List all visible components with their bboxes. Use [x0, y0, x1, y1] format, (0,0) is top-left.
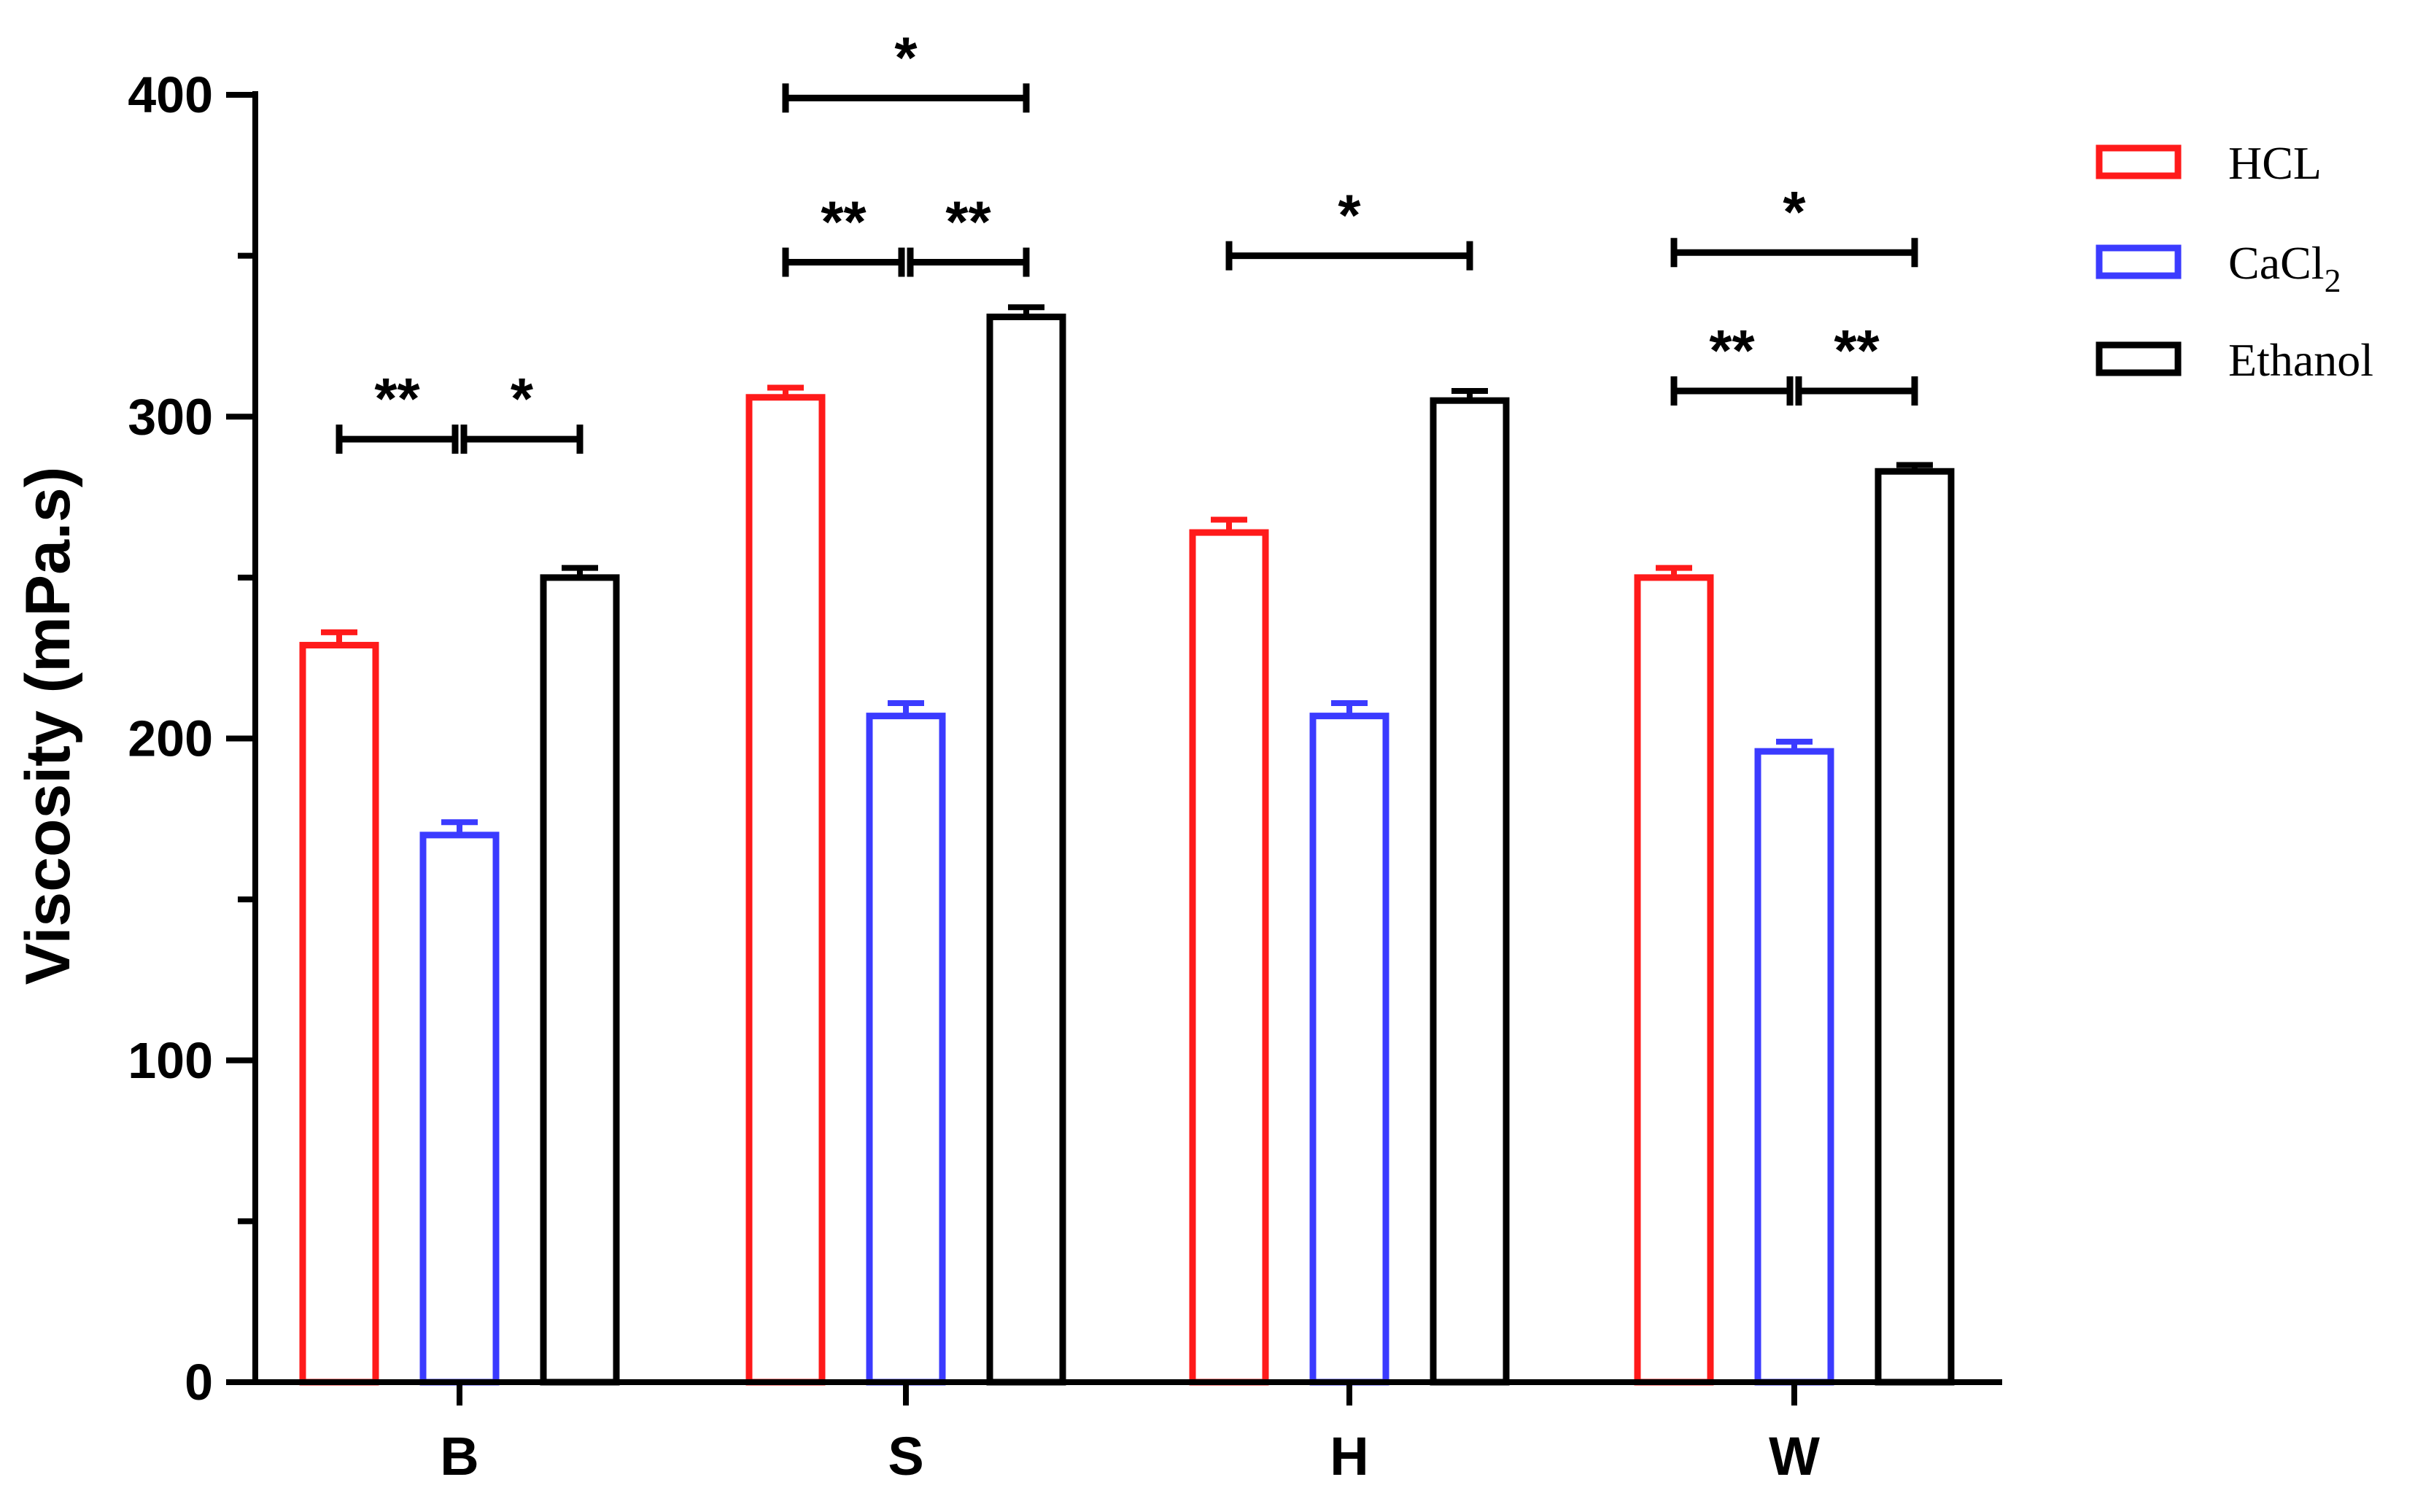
significance-bracket-s-2: **: [782, 189, 905, 277]
significance-label: **: [945, 189, 991, 254]
significance-label: *: [1338, 183, 1361, 248]
significance-label: **: [1709, 318, 1755, 383]
significance-label: *: [894, 25, 918, 90]
bar-hcl-s: [745, 394, 826, 1386]
bar-cacl2-w: [1754, 748, 1834, 1386]
significance-label: *: [511, 366, 534, 431]
bar-ethanol-h: [1430, 397, 1510, 1386]
y-tick-label-0: 0: [185, 1354, 213, 1411]
bar-hcl-b: [299, 642, 379, 1386]
y-tick-label-400: 400: [128, 66, 213, 123]
bar-cacl2-h: [1309, 713, 1389, 1386]
legend-item-ethanol: Ethanol: [2096, 334, 2373, 386]
y-tick-label-300: 300: [128, 388, 213, 445]
significance-label: **: [374, 366, 420, 431]
significance-bracket-s-4: *: [782, 25, 1030, 113]
x-tick-label-h: H: [1330, 1426, 1368, 1486]
significance-label: **: [821, 189, 867, 254]
bar-cacl2-b: [419, 831, 500, 1386]
legend-swatch-ethanol: [2096, 341, 2182, 376]
legend: HCL CaCl2 Ethanol: [2096, 137, 2373, 386]
legend-swatch-hcl: [2096, 144, 2182, 179]
y-tick-label-200: 200: [128, 710, 213, 767]
legend-label-ethanol: Ethanol: [2228, 334, 2373, 386]
bar-cacl2-s: [866, 713, 946, 1386]
legend-item-hcl: HCL: [2096, 137, 2322, 189]
legend-label-hcl: HCL: [2228, 137, 2322, 189]
x-tick-label-w: W: [1769, 1426, 1820, 1486]
x-tick-label-s: S: [888, 1426, 923, 1486]
significance-label: **: [1834, 318, 1880, 383]
legend-subscript: 2: [2325, 262, 2341, 299]
significance-bracket-b-0: **: [336, 366, 459, 454]
bar-hcl-w: [1634, 574, 1714, 1386]
bar-ethanol-w: [1875, 468, 1955, 1386]
legend-swatch-cacl2: [2096, 244, 2182, 279]
legend-item-cacl2: CaCl2: [2096, 237, 2341, 299]
significance-bracket-w-6: **: [1670, 318, 1794, 406]
y-tick-label-100: 100: [128, 1032, 213, 1089]
significance-bracket-b-1: *: [460, 366, 584, 454]
significance-label: *: [1783, 179, 1806, 244]
axes-layer: 0 100 200 300 400 B S H W: [128, 66, 2002, 1486]
bar-hcl-h: [1189, 529, 1269, 1386]
significance-bracket-s-3: **: [907, 189, 1030, 277]
bars-layer: [299, 304, 1955, 1386]
significance-bracket-w-7: **: [1795, 318, 1918, 406]
x-tick-label-b: B: [440, 1426, 478, 1486]
y-axis-title: Viscosity (mPa.s): [13, 467, 83, 985]
significance-bracket-w-8: *: [1670, 179, 1918, 268]
legend-label-cacl2: CaCl2: [2228, 237, 2341, 299]
significance-layer: ** *** ****** ***: [336, 25, 1918, 454]
bar-ethanol-b: [540, 574, 620, 1386]
significance-bracket-h-5: *: [1225, 183, 1473, 271]
bar-ethanol-s: [986, 313, 1066, 1386]
